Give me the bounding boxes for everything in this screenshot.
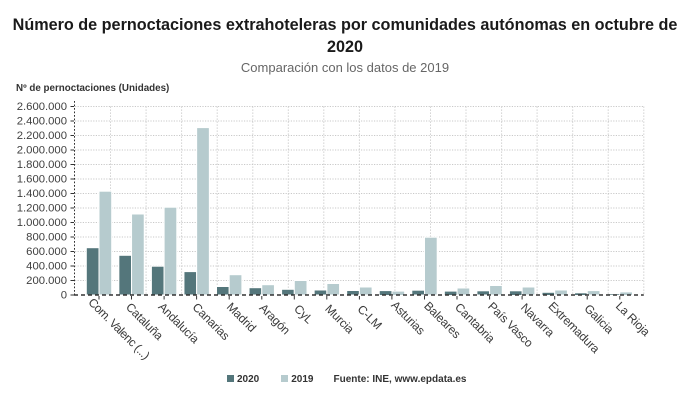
svg-text:600.000: 600.000 [26,246,67,258]
svg-text:2.200.000: 2.200.000 [17,130,67,142]
svg-text:2.600.000: 2.600.000 [17,101,67,113]
svg-text:2.000.000: 2.000.000 [17,145,67,157]
svg-text:2.400.000: 2.400.000 [17,116,67,128]
svg-text:La Rioja: La Rioja [613,299,653,339]
svg-text:200.000: 200.000 [26,275,67,287]
svg-text:1.800.000: 1.800.000 [17,159,67,171]
svg-text:1.600.000: 1.600.000 [17,174,67,186]
svg-text:1.200.000: 1.200.000 [17,203,67,215]
svg-text:1.400.000: 1.400.000 [17,188,67,200]
svg-text:1.000.000: 1.000.000 [17,217,67,229]
svg-text:Asturias: Asturias [388,298,428,338]
svg-text:C-LM: C-LM [355,302,385,332]
svg-text:0: 0 [61,290,67,302]
svg-text:Murcia: Murcia [322,302,357,337]
svg-text:800.000: 800.000 [26,232,67,244]
svg-text:400.000: 400.000 [26,261,67,273]
svg-text:CyL: CyL [291,302,316,327]
svg-text:Aragón: Aragón [256,301,292,337]
